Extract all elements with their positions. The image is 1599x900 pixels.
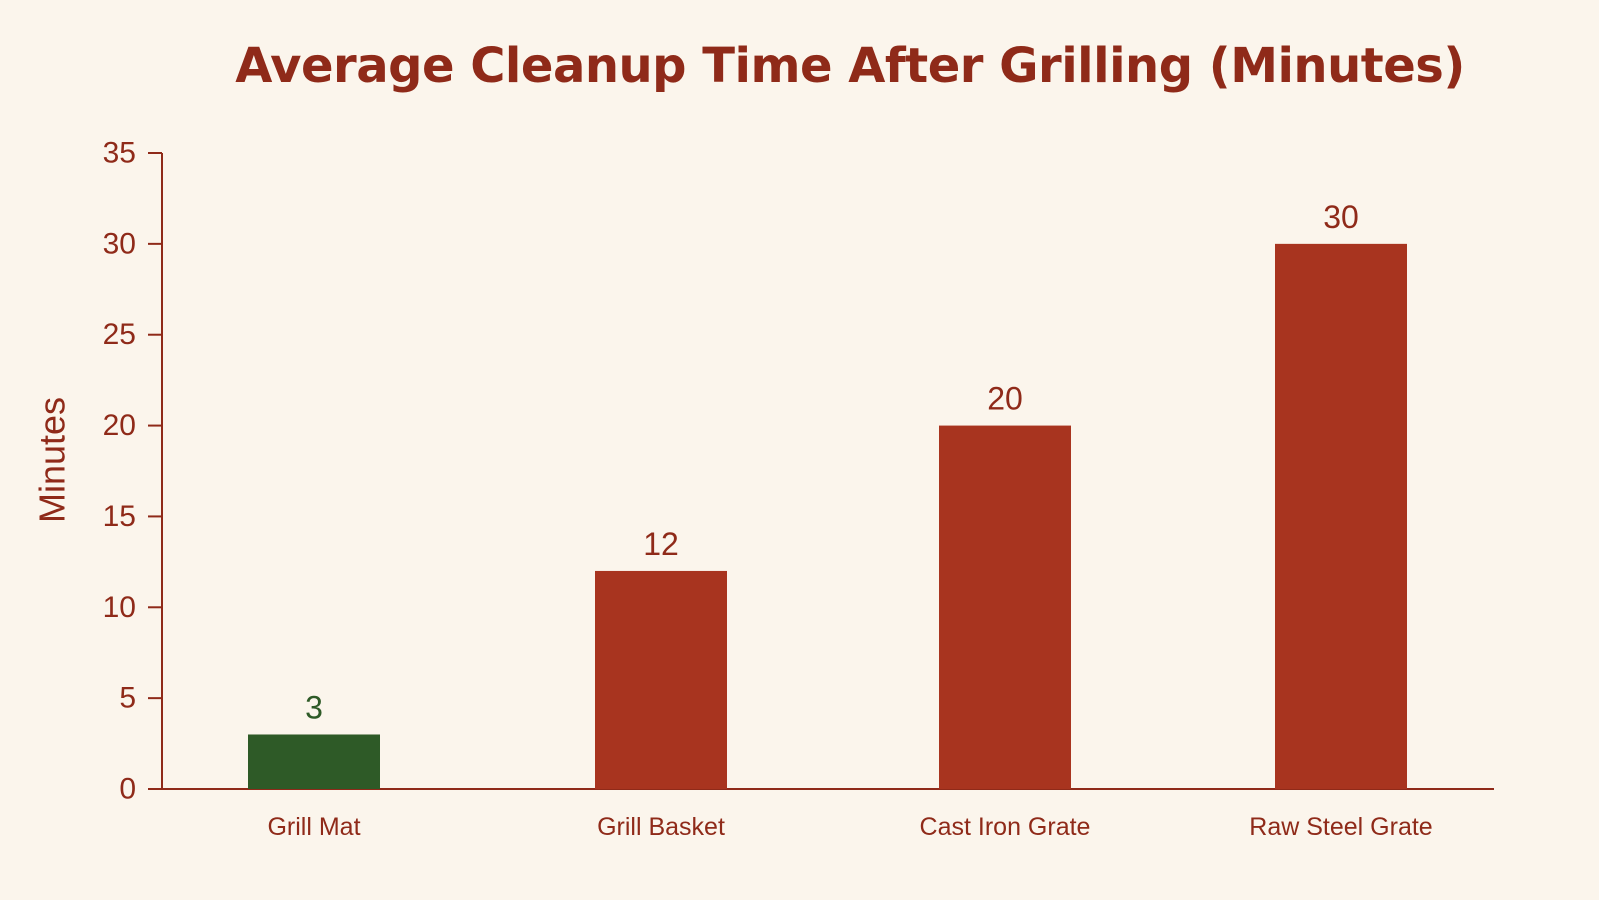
category-labels-group: Grill Mat Grill Basket Cast Iron Grate Raw … <box>267 813 1432 841</box>
bar-value-label: 30 <box>1323 199 1359 235</box>
x-category-label: Cast Iron Grate <box>920 813 1091 841</box>
bar-value-label: 3 <box>305 689 323 725</box>
y-tick-label: 15 <box>103 500 136 533</box>
bars-group <box>248 243 1407 789</box>
axes-group <box>161 153 1494 790</box>
y-tick-label: 5 <box>119 682 136 715</box>
x-category-label: Raw Steel Grate <box>1249 813 1432 841</box>
bar-grill-mat <box>248 734 380 789</box>
bar-cast-iron-grate <box>939 425 1071 789</box>
y-tick-label: 35 <box>103 137 136 170</box>
bar-value-label: 12 <box>643 526 679 562</box>
y-tick-label: 30 <box>103 227 136 260</box>
bar-grill-basket <box>595 570 727 789</box>
y-ticks-group: 0 5 10 15 20 25 30 35 <box>103 137 162 806</box>
x-category-label: Grill Mat <box>267 813 360 841</box>
x-category-label: Grill Basket <box>597 813 725 841</box>
y-tick-label: 0 <box>119 773 136 806</box>
y-tick-label: 20 <box>103 409 136 442</box>
bar-raw-steel-grate <box>1275 243 1407 789</box>
chart-title: Average Cleanup Time After Grilling (Min… <box>235 38 1465 94</box>
y-tick-label: 25 <box>103 318 136 351</box>
value-labels-group: 3 12 20 30 <box>305 199 1359 726</box>
bar-value-label: 20 <box>987 381 1023 417</box>
y-tick-label: 10 <box>103 591 136 624</box>
y-axis-title: Minutes <box>32 397 73 523</box>
